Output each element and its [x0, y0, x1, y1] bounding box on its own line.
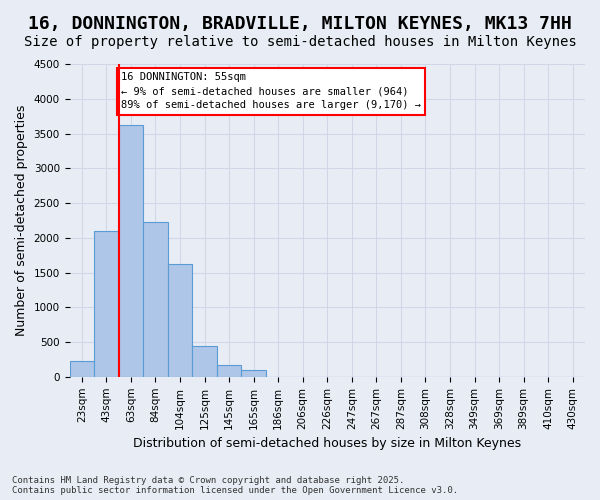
- Y-axis label: Number of semi-detached properties: Number of semi-detached properties: [15, 104, 28, 336]
- X-axis label: Distribution of semi-detached houses by size in Milton Keynes: Distribution of semi-detached houses by …: [133, 437, 521, 450]
- Bar: [94, 231, 119, 377]
- Text: Size of property relative to semi-detached houses in Milton Keynes: Size of property relative to semi-detach…: [23, 35, 577, 49]
- Bar: [192, 346, 217, 377]
- Bar: [217, 365, 241, 377]
- Bar: [168, 264, 192, 377]
- Bar: [143, 222, 168, 377]
- Text: Contains HM Land Registry data © Crown copyright and database right 2025.
Contai: Contains HM Land Registry data © Crown c…: [12, 476, 458, 495]
- Bar: [70, 361, 94, 377]
- Text: 16 DONNINGTON: 55sqm
← 9% of semi-detached houses are smaller (964)
89% of semi-: 16 DONNINGTON: 55sqm ← 9% of semi-detach…: [121, 72, 421, 110]
- Text: 16, DONNINGTON, BRADVILLE, MILTON KEYNES, MK13 7HH: 16, DONNINGTON, BRADVILLE, MILTON KEYNES…: [28, 15, 572, 33]
- Bar: [119, 125, 143, 377]
- Bar: [241, 370, 266, 377]
